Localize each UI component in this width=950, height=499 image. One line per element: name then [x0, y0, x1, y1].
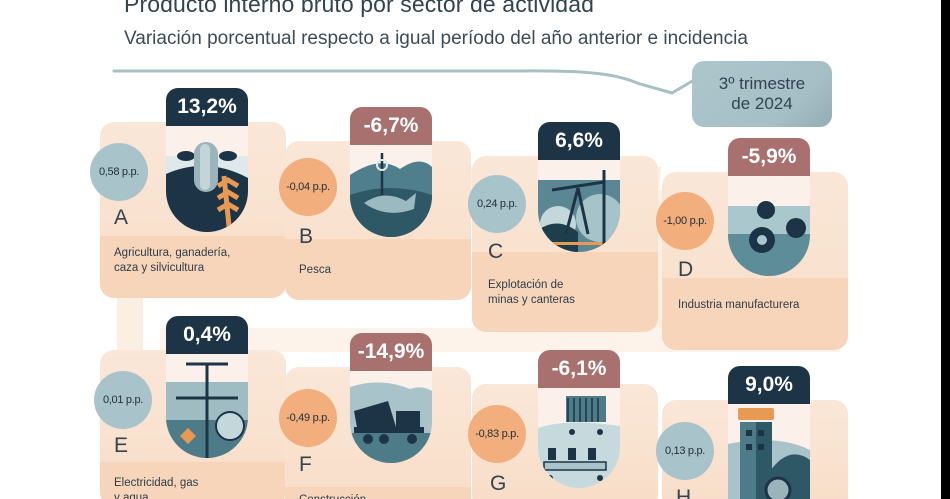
sector-card-g: -6,1% -0,83 p.p. G — [468, 350, 658, 499]
variation-badge: -6,7% — [350, 107, 432, 145]
incidence-circle: 0,01 p.p. — [94, 371, 152, 429]
sector-card-h: 9,0% 0,13 p.p. H — [656, 366, 848, 499]
power-tower-icon — [166, 354, 248, 458]
sector-letter: D — [678, 258, 694, 281]
sector-letter: E — [114, 434, 129, 457]
incidence-circle: -0,04 p.p. — [279, 158, 337, 216]
fish-hook-icon — [350, 145, 432, 237]
window-edge — [941, 0, 950, 499]
sector-name: Electricidad, gas y agua — [114, 477, 199, 499]
oil-pump-icon — [538, 160, 620, 252]
sector-name: Agricultura, ganadería, caza y silvicult… — [114, 247, 231, 274]
variation-badge: -5,9% — [728, 138, 810, 176]
gears-icon — [728, 176, 810, 276]
variation-badge: 9,0% — [728, 366, 810, 404]
sector-letter: C — [488, 240, 504, 263]
sector-card-c: 6,6% 0,24 p.p. C Explotación de minas y … — [468, 122, 658, 332]
sector-name: Construcción — [299, 493, 366, 499]
sector-name: Industria manufacturera — [678, 299, 800, 311]
variation-badge: 6,6% — [538, 122, 620, 160]
sector-card-e: 0,4% 0,01 p.p. E Electricidad, gas y agu… — [94, 316, 286, 499]
sector-name: Pesca — [299, 264, 331, 276]
cow-wheat-icon — [166, 126, 248, 232]
sector-letter: A — [114, 206, 129, 229]
sector-card-b: -6,7% -0,04 p.p. B Pesca — [279, 107, 471, 300]
period-badge: 3º trimestre de 2024 — [692, 61, 832, 127]
period-line-2: de 2024 — [731, 94, 793, 113]
variation-badge: 13,2% — [166, 88, 248, 126]
page-subtitle: Variación porcentual respecto a igual pe… — [124, 28, 748, 49]
sector-letter: F — [299, 453, 312, 476]
variation-badge: 0,4% — [166, 316, 248, 354]
incidence-circle: -0,49 p.p. — [279, 389, 337, 447]
incidence-circle: 0,24 p.p. — [468, 175, 526, 233]
sector-letter: G — [490, 472, 507, 495]
dump-truck-icon — [350, 371, 432, 463]
sector-card-d: -5,9% -1,00 p.p. D Industria manufacture… — [656, 138, 848, 350]
incidence-circle: 0,58 p.p. — [90, 143, 148, 201]
sector-letter: H — [676, 486, 692, 499]
shopping-cart-icon — [538, 388, 620, 488]
sector-name: Explotación de minas y canteras — [488, 279, 575, 306]
incidence-circle: -0,83 p.p. — [468, 405, 526, 463]
hotel-restaurant-icon — [728, 404, 810, 499]
variation-badge: -6,1% — [538, 350, 620, 388]
period-line-1: 3º trimestre — [718, 74, 806, 93]
page-title: Producto interno bruto por sector de act… — [124, 0, 594, 17]
sector-card-f: -14,9% -0,49 p.p. F Construcción — [279, 333, 471, 499]
sector-letter: B — [299, 225, 314, 248]
sector-card-a: 13,2% 0,58 p.p. A Agricultura, ganadería… — [90, 88, 286, 298]
incidence-circle: 0,13 p.p. — [656, 422, 714, 480]
variation-badge: -14,9% — [350, 333, 432, 371]
incidence-circle: -1,00 p.p. — [656, 192, 714, 250]
